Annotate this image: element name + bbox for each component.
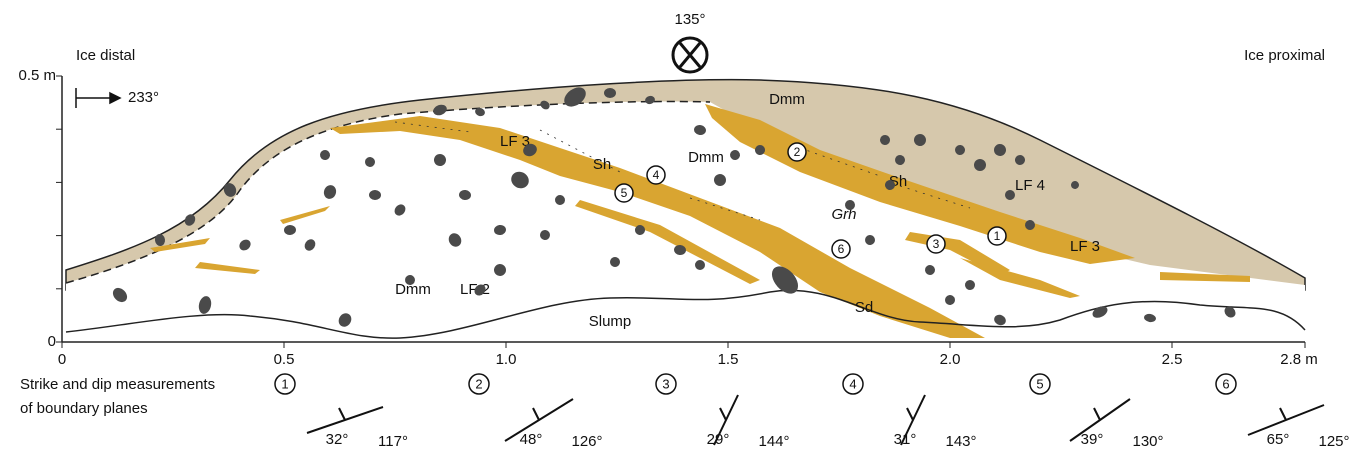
y-label: 0.5 m: [18, 67, 56, 84]
dip-tick: [907, 408, 913, 420]
dip-tick: [1280, 408, 1286, 420]
dip-label: 32°: [326, 431, 349, 448]
x-label: 2.0: [940, 351, 961, 368]
legend-caption: of boundary planes: [20, 400, 148, 417]
legend-id: 6: [1222, 376, 1229, 391]
unit-label: LF 4: [1015, 177, 1045, 194]
strike-label: 117°: [378, 433, 408, 450]
legend-id: 5: [1036, 376, 1043, 391]
legend-caption: Strike and dip measurements: [20, 376, 215, 393]
x-label: 2.5: [1162, 351, 1183, 368]
dip-tick: [1094, 408, 1100, 420]
dip-tick: [533, 408, 539, 420]
marker-label: 4: [653, 168, 660, 182]
strike-label: 144°: [758, 433, 789, 450]
unit-label: Slump: [589, 313, 632, 330]
x-labels: 0 0.5 1.0 1.5 2.0 2.5 2.8 m: [58, 351, 1318, 368]
legend: 1 32° 117° 2 48° 126° 3 29° 144° 4 31° 143° 5 39° 130°…: [275, 374, 1350, 450]
legend-id: 2: [475, 376, 482, 391]
dip-label: 31°: [894, 431, 917, 448]
right-label: Ice proximal: [1244, 47, 1325, 64]
dip-label: 65°: [1267, 431, 1290, 448]
direction-arrow: [76, 88, 120, 108]
marker-label: 6: [838, 242, 845, 256]
unit-label: Sd: [855, 299, 873, 316]
dip-tick: [339, 408, 345, 420]
marker-label: 1: [994, 229, 1001, 243]
strike-label: 125°: [1318, 433, 1349, 450]
x-label: 1.5: [718, 351, 739, 368]
dip-tick: [720, 408, 726, 420]
legend-id: 1: [281, 376, 288, 391]
figure: 0.5 m 0 0 0.5 1.0 1.5 2.0 2.5 2.8 m Ice distal…: [0, 0, 1360, 456]
y-label: 0: [48, 333, 56, 350]
x-label: 0: [58, 351, 66, 368]
unit-label: Sh: [593, 156, 611, 173]
x-label: 0.5: [274, 351, 295, 368]
dip-label: 39°: [1081, 431, 1104, 448]
marker-label: 2: [794, 145, 801, 159]
marker-label: 5: [621, 186, 628, 200]
orientation-x: [680, 43, 700, 67]
marker-label: 3: [933, 237, 940, 251]
clast: [974, 159, 986, 171]
x-label: 2.8 m: [1280, 351, 1318, 368]
strike-label: 130°: [1132, 433, 1163, 450]
dip-label: 29°: [707, 431, 730, 448]
legend-id: 4: [849, 376, 856, 391]
direction-label: 233°: [128, 89, 159, 106]
unit-label: Dmm: [688, 149, 724, 166]
dip-label: 48°: [520, 431, 543, 448]
unit-label: LF 3: [1070, 238, 1100, 255]
strike-label: 143°: [945, 433, 976, 450]
legend-id: 3: [662, 376, 669, 391]
x-label: 1.0: [496, 351, 517, 368]
left-label: Ice distal: [76, 47, 135, 64]
unit-label: Dmm: [769, 91, 805, 108]
strike-label: 126°: [571, 433, 602, 450]
orientation-label: 135°: [674, 11, 705, 28]
